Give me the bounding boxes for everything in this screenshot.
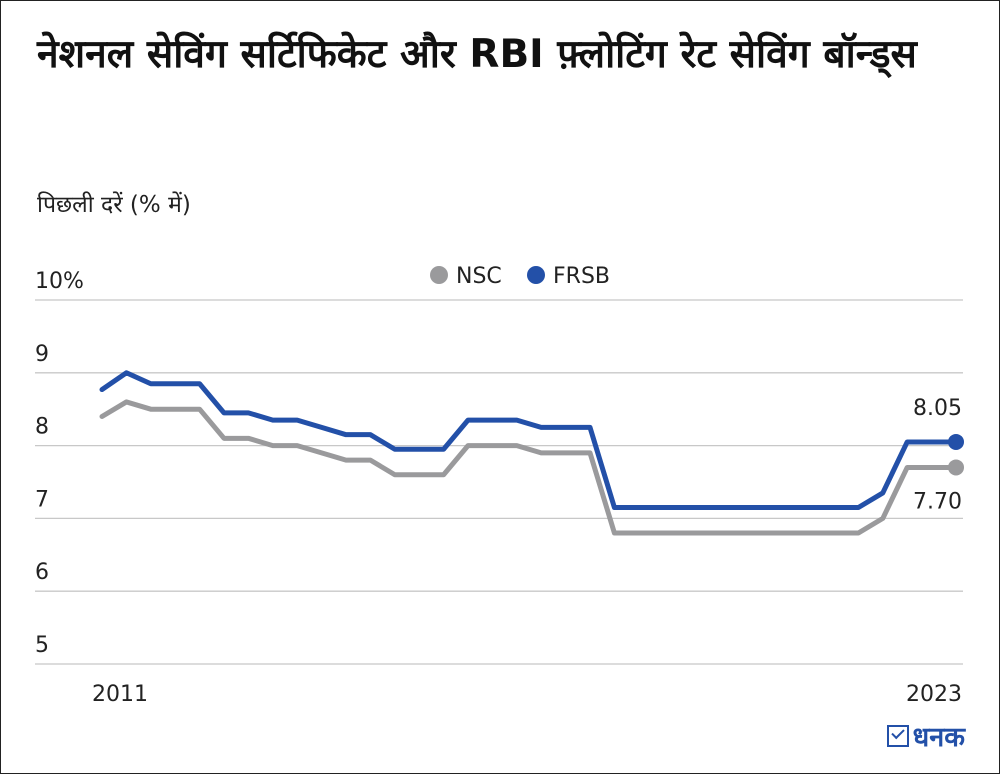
end-point-frsb [948, 433, 964, 450]
series-line-nsc [99, 399, 959, 536]
y-tick-label: 7 [35, 487, 49, 512]
legend-marker [527, 266, 545, 284]
y-tick-label: 10% [35, 269, 84, 294]
end-point-nsc [948, 459, 964, 476]
chart-title: नेशनल सेविंग सर्टिफिकेट और RBI फ़्लोटिंग… [37, 32, 917, 77]
y-tick-label: 5 [35, 633, 49, 658]
y-tick-label: 6 [35, 560, 49, 585]
legend-label: FRSB [553, 264, 610, 289]
y-tick-label: 8 [35, 415, 49, 440]
checkbox-icon [886, 724, 909, 747]
data-label: 8.05 [913, 396, 962, 421]
series-line-frsb [99, 370, 959, 510]
data-label: 7.70 [913, 489, 962, 514]
x-tick-label: 2011 [92, 682, 148, 707]
y-tick-label: 9 [35, 342, 49, 367]
chart-subtitle: पिछली दरें (% में) [37, 192, 191, 218]
brand-logo: धनक [886, 717, 965, 754]
x-tick-label: 2023 [906, 682, 962, 707]
legend-marker [430, 266, 448, 284]
legend-label: NSC [456, 264, 502, 289]
brand-name: धनक [912, 722, 965, 753]
